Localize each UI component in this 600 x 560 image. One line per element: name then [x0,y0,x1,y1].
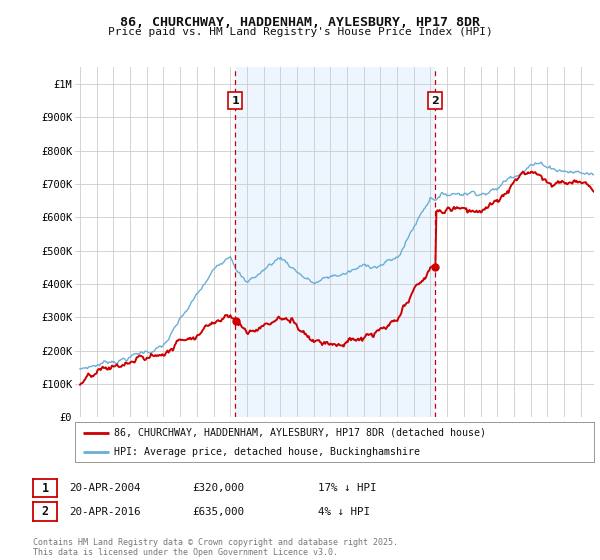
Text: 2: 2 [431,96,439,105]
Text: £320,000: £320,000 [192,483,244,493]
Text: HPI: Average price, detached house, Buckinghamshire: HPI: Average price, detached house, Buck… [114,447,420,458]
Text: 20-APR-2004: 20-APR-2004 [69,483,140,493]
Text: 86, CHURCHWAY, HADDENHAM, AYLESBURY, HP17 8DR (detached house): 86, CHURCHWAY, HADDENHAM, AYLESBURY, HP1… [114,428,486,438]
Text: 2: 2 [41,505,49,518]
Text: 17% ↓ HPI: 17% ↓ HPI [318,483,377,493]
Text: 86, CHURCHWAY, HADDENHAM, AYLESBURY, HP17 8DR: 86, CHURCHWAY, HADDENHAM, AYLESBURY, HP1… [120,16,480,29]
Text: 1: 1 [232,96,239,105]
Text: £635,000: £635,000 [192,507,244,516]
Text: Price paid vs. HM Land Registry's House Price Index (HPI): Price paid vs. HM Land Registry's House … [107,27,493,37]
Text: Contains HM Land Registry data © Crown copyright and database right 2025.
This d: Contains HM Land Registry data © Crown c… [33,538,398,557]
Text: 1: 1 [41,482,49,494]
Text: 20-APR-2016: 20-APR-2016 [69,507,140,516]
Bar [235,67,436,417]
Text: 4% ↓ HPI: 4% ↓ HPI [318,507,370,516]
